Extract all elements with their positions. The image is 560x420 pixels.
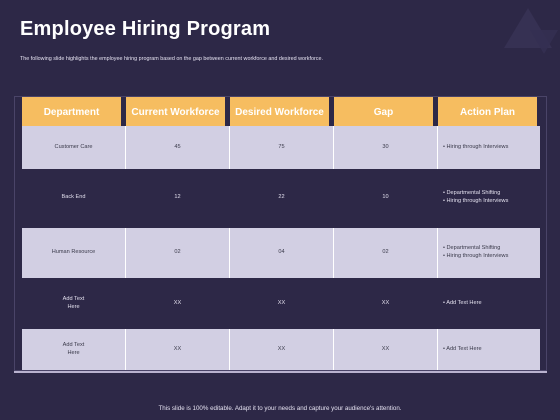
cell-gap: XX (381, 345, 390, 352)
table-row: Human Resource 02 04 02 Departmental Shi… (22, 228, 540, 278)
header-gap: Gap (334, 97, 433, 128)
cell-current: 45 (174, 143, 181, 150)
cell-department: Customer Care (54, 143, 93, 150)
cell-department: Back End (61, 194, 86, 201)
plan-item: Hiring through Interviews (443, 253, 509, 261)
cell-current: XX (173, 299, 182, 306)
slide-subtitle: The following slide highlights the emplo… (20, 56, 323, 62)
decorative-triangle-small (530, 30, 558, 54)
cell-desired: 22 (278, 194, 285, 201)
cell-desired: XX (277, 299, 286, 306)
cell-department: Add Text Here (22, 329, 125, 370)
cell-department: Human Resource (51, 249, 96, 256)
plan-item: Add Text Here (443, 300, 481, 308)
table-row: Add Text Here XX XX XX Add Text Here (22, 278, 540, 329)
cell-action-plan: Add Text Here (438, 329, 540, 370)
cell-desired: 75 (278, 143, 285, 150)
cell-gap: 02 (382, 249, 389, 256)
slide-title: Employee Hiring Program (20, 18, 271, 40)
cell-action-plan: Hiring through Interviews (438, 126, 540, 169)
header-current-workforce: Current Workforce (126, 97, 225, 128)
cell-current: 02 (174, 249, 181, 256)
cell-gap: 10 (382, 194, 389, 201)
cell-current: XX (173, 345, 182, 352)
department-line: Add Text (62, 295, 85, 302)
department-line: Add Text (62, 341, 85, 348)
header-action-plan: Action Plan (438, 97, 537, 128)
cell-gap: XX (381, 299, 390, 306)
plan-item: Hiring through Interviews (443, 198, 509, 206)
table-header-row: Department Current Workforce Desired Wor… (22, 97, 554, 129)
plan-item: Hiring through Interviews (443, 144, 509, 152)
plan-item: Departmental Shifting (443, 245, 508, 253)
table-row: Add Text Here XX XX XX Add Text Here (22, 329, 540, 370)
slide-footer: This slide is 100% editable. Adapt it to… (158, 405, 402, 412)
cell-current: 12 (174, 194, 181, 201)
cell-action-plan: Add Text Here (438, 278, 540, 329)
header-desired-workforce: Desired Workforce (230, 97, 329, 128)
table-row: Back End 12 22 10 Departmental Shifting … (22, 169, 540, 227)
plan-item: Add Text Here (443, 346, 481, 354)
cell-desired: XX (277, 345, 286, 352)
table-row: Customer Care 45 75 30 Hiring through In… (22, 126, 540, 169)
department-line: Here (67, 303, 80, 310)
cell-desired: 04 (278, 249, 285, 256)
header-department: Department (22, 97, 121, 128)
plan-item: Departmental Shifting (443, 190, 508, 198)
department-line: Here (67, 349, 80, 356)
cell-action-plan: Departmental Shifting Hiring through Int… (438, 228, 540, 278)
cell-department: Add Text Here (22, 278, 125, 329)
hiring-table: Department Current Workforce Desired Wor… (14, 96, 547, 371)
cell-gap: 30 (382, 143, 389, 150)
cell-action-plan: Departmental Shifting Hiring through Int… (438, 169, 540, 227)
table-bottom-rule (14, 371, 547, 373)
